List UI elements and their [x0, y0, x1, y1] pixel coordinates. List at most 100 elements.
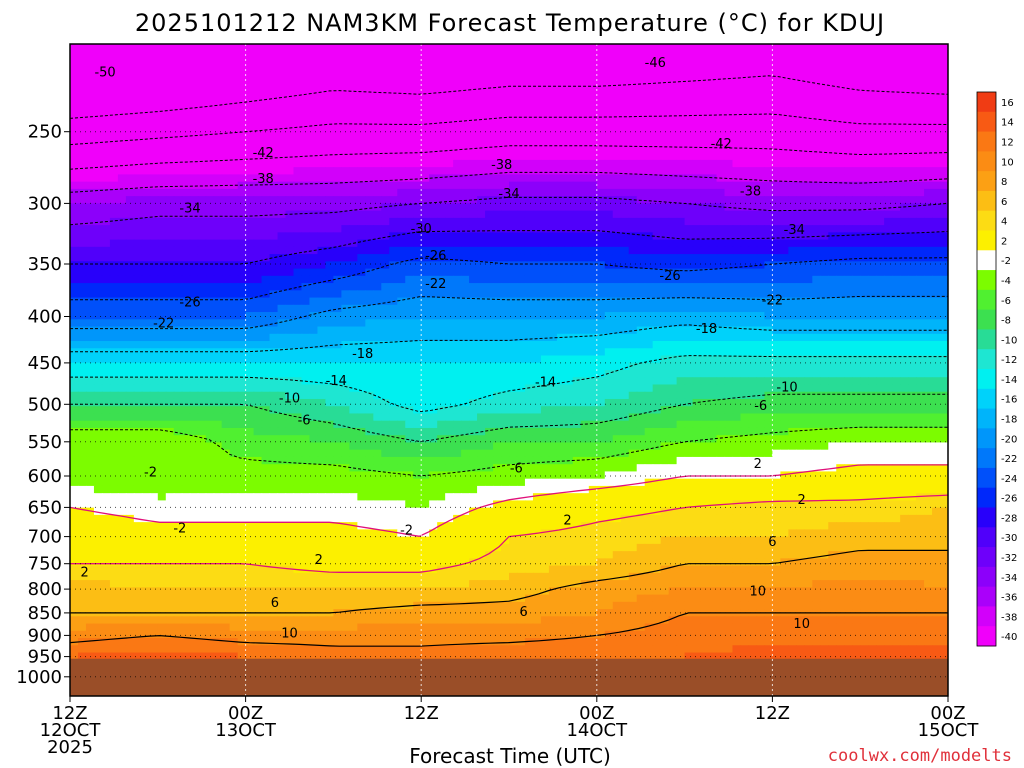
field-cell: [596, 254, 606, 262]
field-cell: [676, 239, 686, 248]
field-cell: [916, 275, 925, 284]
field-cell: [524, 362, 534, 371]
field-cell: [101, 261, 111, 270]
field-cell: [908, 217, 917, 226]
field-cell: [381, 181, 390, 190]
field-cell: [660, 319, 670, 328]
field-cell: [828, 174, 837, 183]
field-cell: [836, 94, 845, 103]
field-cell: [692, 217, 702, 226]
field-cell: [812, 167, 821, 175]
field-cell: [868, 181, 877, 190]
field-cell: [788, 123, 797, 132]
field-cell: [900, 275, 909, 284]
field-cell: [748, 101, 758, 110]
field-cell: [716, 312, 726, 320]
field-cell: [852, 312, 861, 320]
field-cell: [261, 239, 271, 248]
field-cell: [133, 51, 143, 60]
field-cell: [181, 362, 191, 371]
field-cell: [309, 217, 319, 226]
field-cell: [844, 283, 853, 291]
field-cell: [285, 203, 295, 212]
field-cell: [628, 304, 638, 313]
field-cell: [740, 167, 750, 175]
field-cell: [453, 261, 462, 270]
field-cell: [892, 275, 901, 284]
field-cell: [556, 123, 566, 132]
field-cell: [365, 196, 374, 204]
field-cell: [540, 196, 550, 204]
field-cell: [237, 203, 247, 212]
field-cell: [612, 80, 622, 89]
field-cell: [237, 65, 247, 74]
field-cell: [628, 355, 638, 364]
field-cell: [85, 319, 95, 328]
field-cell: [349, 145, 358, 154]
field-cell: [381, 87, 390, 96]
field-cell: [772, 275, 781, 284]
field-cell: [548, 290, 558, 299]
field-cell: [628, 159, 638, 168]
field-cell: [325, 225, 334, 233]
field-cell: [628, 341, 638, 349]
field-cell: [916, 362, 925, 371]
field-cell: [325, 123, 334, 132]
field-cell: [852, 275, 861, 284]
field-cell: [572, 188, 582, 197]
field-cell: [165, 333, 175, 342]
field-cell: [141, 225, 151, 233]
field-cell: [189, 65, 199, 74]
field-cell: [692, 341, 702, 349]
field-cell: [229, 109, 239, 118]
field-cell: [708, 261, 718, 270]
field-cell: [477, 123, 486, 132]
field-cell: [772, 254, 781, 262]
field-cell: [732, 254, 742, 262]
field-cell: [101, 130, 111, 139]
field-cell: [333, 326, 342, 335]
field-cell: [309, 65, 319, 74]
field-cell: [636, 58, 646, 67]
field-cell: [820, 196, 829, 204]
field-cell: [796, 123, 805, 132]
field-cell: [740, 51, 750, 60]
field-cell: [628, 275, 638, 284]
field-cell: [812, 217, 821, 226]
field-cell: [724, 312, 734, 320]
field-cell: [485, 246, 494, 255]
field-cell: [716, 210, 726, 219]
field-cell: [413, 370, 422, 378]
field-cell: [70, 152, 79, 161]
field-cell: [596, 181, 606, 190]
field-cell: [117, 80, 127, 89]
field-cell: [189, 355, 199, 364]
field-cell: [285, 72, 295, 81]
field-cell: [852, 116, 861, 125]
field-cell: [516, 174, 526, 183]
field-cell: [684, 196, 694, 204]
field-cell: [612, 268, 622, 277]
field-cell: [317, 80, 327, 89]
field-cell: [868, 123, 877, 132]
field-cell: [229, 297, 239, 306]
field-cell: [764, 145, 773, 154]
field-cell: [509, 123, 518, 132]
field-cell: [317, 348, 327, 357]
field-cell: [828, 116, 837, 125]
field-cell: [892, 297, 901, 306]
field-cell: [509, 167, 518, 175]
field-cell: [149, 130, 159, 139]
field-cell: [221, 196, 231, 204]
field-cell: [445, 210, 454, 219]
field-cell: [564, 225, 574, 233]
field-cell: [580, 58, 590, 67]
field-cell: [381, 210, 390, 219]
field-cell: [932, 123, 941, 132]
field-cell: [341, 283, 350, 291]
field-cell: [708, 167, 718, 175]
field-cell: [397, 210, 406, 219]
field-cell: [93, 58, 103, 67]
field-cell: [285, 290, 295, 299]
field-cell: [461, 348, 470, 357]
